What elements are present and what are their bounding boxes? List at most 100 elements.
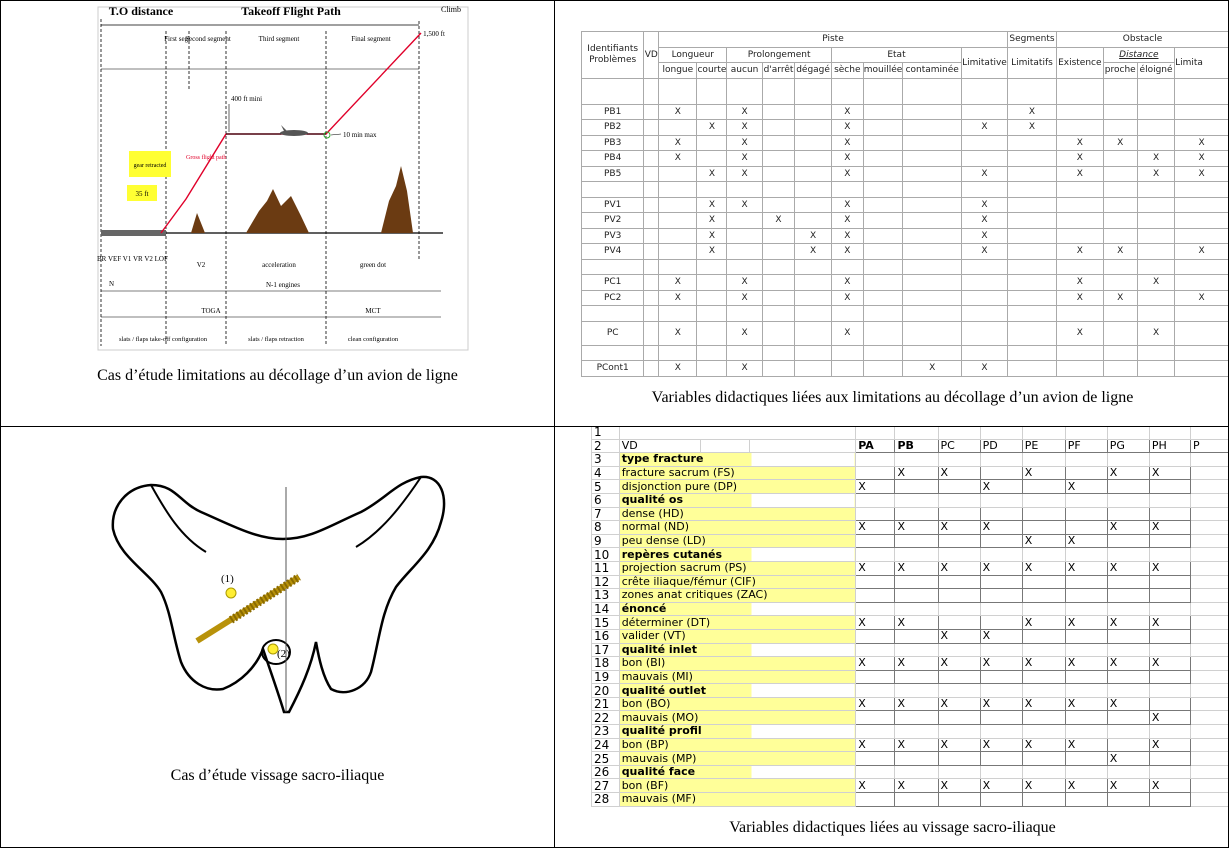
mark-cell: X	[658, 360, 698, 377]
section-cell: qualité os	[618, 492, 857, 508]
empty-cell	[902, 196, 963, 213]
caption: Variables didactiques liées au vissage s…	[729, 819, 1056, 836]
empty-cell	[1190, 574, 1228, 590]
title: Takeoff Flight Path	[241, 4, 341, 18]
row-id: PB4	[580, 150, 645, 167]
empty-cell	[1102, 360, 1138, 377]
empty-cell	[1064, 574, 1108, 590]
empty-cell	[1106, 547, 1150, 562]
sheet-row: 6 qualité os	[591, 492, 1228, 508]
mark-cell: X	[1148, 710, 1192, 726]
empty-cell	[726, 181, 763, 198]
empty-cell	[862, 212, 904, 229]
empty-cell	[1006, 274, 1058, 291]
row-number: 7	[591, 506, 620, 522]
mark-cell: X	[1064, 615, 1108, 630]
empty-cell	[643, 258, 660, 275]
mark-cell: X	[894, 465, 939, 481]
empty-cell	[902, 212, 963, 229]
mark-cell: X	[894, 778, 939, 794]
table-row: PV1 X X X X	[580, 196, 1228, 213]
bone-line	[150, 484, 207, 553]
empty-cell	[643, 274, 660, 291]
empty-cell	[1148, 452, 1192, 467]
empty-cell	[658, 344, 698, 361]
row-number: 14	[591, 601, 620, 617]
empty-cell	[894, 601, 939, 617]
empty-cell	[1102, 77, 1138, 105]
empty-cell	[979, 427, 1023, 440]
header-cell: aucun	[726, 62, 763, 79]
empty-cell	[1106, 683, 1150, 698]
marker	[323, 131, 331, 139]
empty-cell	[830, 305, 864, 322]
row-number: 21	[591, 696, 620, 712]
label: 10 min max	[343, 131, 377, 139]
empty-cell	[1021, 506, 1066, 522]
empty-cell	[855, 427, 896, 440]
label: acceleration	[262, 261, 296, 269]
mark-cell: X	[830, 165, 864, 182]
label: 1,500 ft	[423, 30, 445, 38]
empty-cell	[1056, 196, 1104, 213]
empty-cell	[979, 547, 1023, 562]
empty-cell	[894, 547, 939, 562]
empty-cell	[1102, 196, 1138, 213]
mark-cell: X	[830, 119, 864, 136]
empty-cell	[1190, 506, 1228, 522]
empty-cell	[979, 574, 1023, 590]
empty-cell	[830, 181, 864, 198]
empty-cell	[1190, 710, 1228, 726]
empty-cell	[696, 77, 728, 105]
mark-cell: X	[937, 628, 981, 644]
runway	[101, 230, 166, 236]
empty-cell	[761, 119, 796, 136]
mark-cell: X	[1174, 150, 1228, 167]
empty-cell	[658, 196, 698, 213]
empty-cell	[1190, 533, 1228, 549]
mark-cell: X	[1106, 560, 1150, 576]
empty-cell	[902, 305, 963, 322]
empty-cell	[902, 243, 963, 260]
mark-cell: X	[855, 560, 896, 576]
empty-cell	[961, 305, 1008, 322]
item-label: dense (HD)	[618, 506, 857, 522]
empty-cell	[1148, 696, 1192, 712]
header-cell: Obstacle	[1056, 31, 1228, 48]
empty-cell	[1056, 344, 1104, 361]
row-number: 20	[591, 683, 620, 698]
empty-cell	[1006, 196, 1058, 213]
empty-cell	[794, 258, 832, 275]
header-cell: PE	[1021, 438, 1066, 454]
empty-cell	[855, 574, 896, 590]
row-number: 6	[591, 492, 620, 508]
section-cell: qualité outlet	[618, 683, 857, 698]
empty-cell	[862, 134, 904, 151]
row-id: PB3	[580, 134, 645, 151]
item-label: fracture sacrum (FS)	[618, 465, 857, 481]
sheet-row: 24 bon (BP) X X X X X X X	[591, 737, 1228, 753]
empty-cell	[1136, 289, 1176, 306]
mountain	[381, 166, 413, 233]
empty-cell	[979, 588, 1023, 603]
sheet-row: 21 bon (BO) X X X X X X X	[591, 696, 1228, 712]
label: (1)	[221, 573, 234, 585]
empty-cell	[1190, 547, 1228, 562]
empty-cell	[862, 77, 904, 105]
mark-cell: X	[794, 227, 832, 244]
empty-cell	[1021, 792, 1066, 807]
empty-cell	[658, 212, 698, 229]
empty-cell	[1106, 710, 1150, 726]
empty-cell	[1021, 710, 1066, 726]
mark-cell: X	[696, 196, 728, 213]
empty-cell	[862, 360, 904, 377]
mark-cell: X	[855, 778, 896, 794]
table-row	[580, 77, 1228, 105]
row-id: PC1	[580, 274, 645, 291]
plane	[280, 125, 308, 136]
empty-cell	[1148, 669, 1192, 685]
empty-cell	[1148, 764, 1192, 780]
empty-cell	[658, 77, 698, 105]
mark-cell: X	[1148, 737, 1192, 753]
empty-cell	[1056, 258, 1104, 275]
